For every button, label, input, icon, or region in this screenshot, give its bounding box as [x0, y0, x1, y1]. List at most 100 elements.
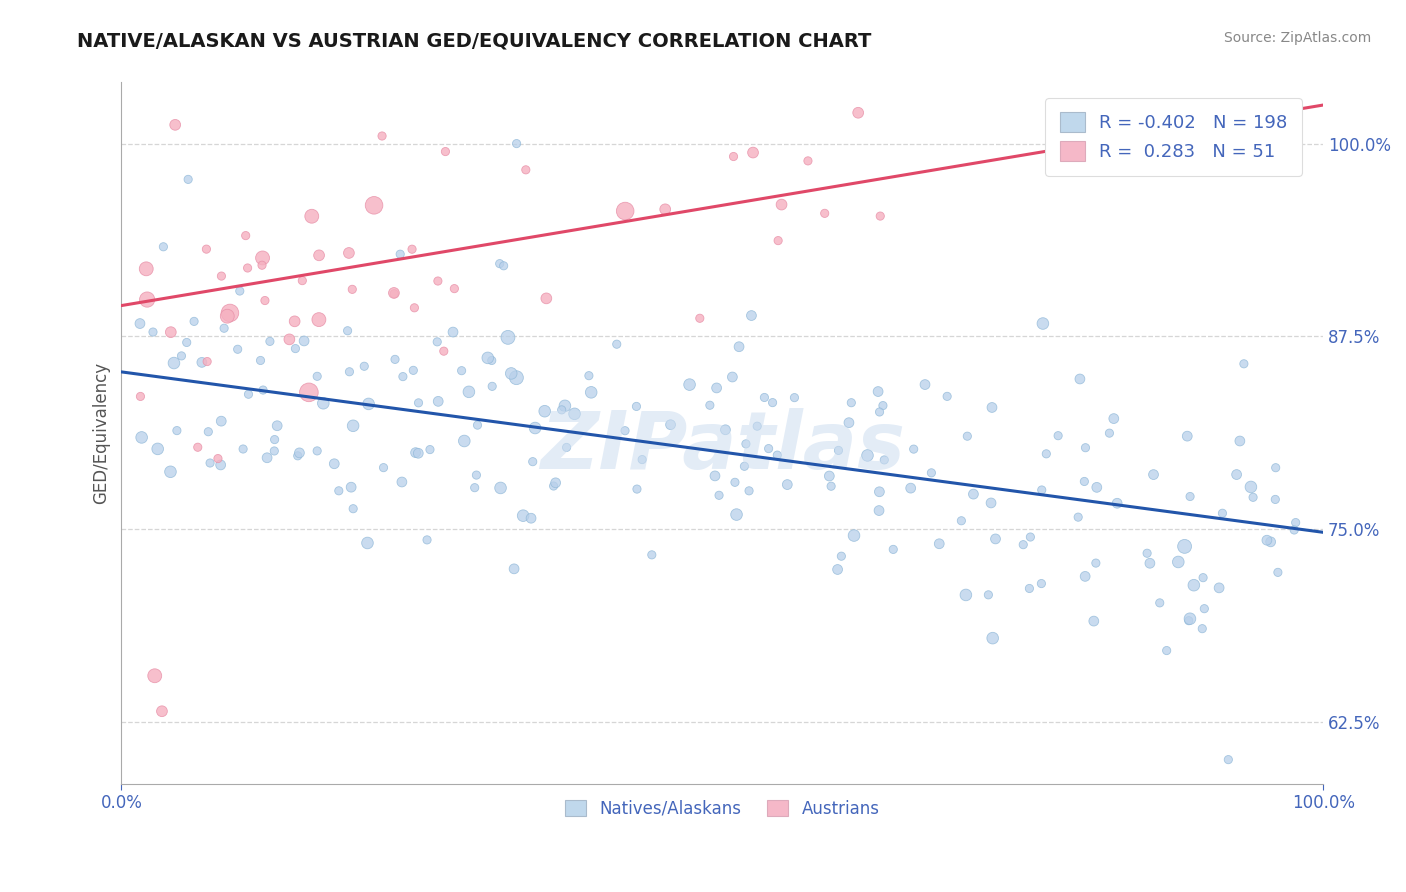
Point: [1192, 571, 1215, 585]
Point: [356, 536, 378, 550]
Point: [464, 481, 486, 495]
Point: [256, 450, 278, 465]
Point: [339, 365, 361, 379]
Point: [501, 367, 523, 381]
Point: [135, 261, 157, 276]
Point: [197, 425, 219, 439]
Text: NATIVE/ALASKAN VS AUSTRIAN GED/EQUIVALENCY CORRELATION CHART: NATIVE/ALASKAN VS AUSTRIAN GED/EQUIVALEN…: [77, 31, 872, 50]
Point: [869, 405, 891, 419]
Point: [827, 443, 849, 458]
Point: [1229, 434, 1251, 448]
Point: [704, 469, 727, 483]
Point: [838, 416, 860, 430]
Point: [1233, 357, 1256, 371]
Point: [770, 197, 793, 211]
Point: [263, 433, 285, 447]
Point: [1175, 429, 1198, 443]
Point: [1167, 555, 1189, 569]
Point: [724, 475, 747, 490]
Point: [707, 488, 730, 502]
Point: [956, 429, 979, 443]
Point: [342, 282, 364, 296]
Point: [654, 202, 676, 217]
Point: [977, 588, 1000, 602]
Point: [236, 260, 259, 275]
Point: [555, 441, 578, 455]
Point: [298, 385, 321, 400]
Point: [159, 465, 181, 479]
Point: [783, 391, 806, 405]
Point: [1174, 540, 1197, 554]
Point: [259, 334, 281, 349]
Point: [129, 389, 152, 403]
Point: [406, 446, 429, 460]
Point: [292, 334, 315, 348]
Point: [1035, 447, 1057, 461]
Point: [761, 395, 783, 409]
Point: [766, 234, 789, 248]
Point: [392, 369, 415, 384]
Point: [984, 532, 1007, 546]
Point: [136, 293, 159, 307]
Point: [1256, 533, 1278, 548]
Point: [307, 444, 329, 458]
Point: [740, 309, 762, 323]
Point: [238, 387, 260, 401]
Point: [443, 282, 465, 296]
Point: [492, 259, 515, 273]
Point: [766, 448, 789, 462]
Point: [1178, 490, 1201, 504]
Point: [284, 314, 307, 328]
Point: [170, 349, 193, 363]
Point: [754, 391, 776, 405]
Point: [1074, 569, 1097, 583]
Point: [606, 337, 628, 351]
Point: [159, 325, 181, 339]
Point: [1098, 426, 1121, 441]
Point: [1074, 441, 1097, 455]
Point: [207, 451, 229, 466]
Point: [152, 240, 174, 254]
Point: [450, 364, 472, 378]
Point: [868, 484, 890, 499]
Point: [869, 209, 891, 223]
Point: [714, 423, 737, 437]
Point: [328, 483, 350, 498]
Point: [477, 351, 499, 365]
Point: [868, 503, 890, 517]
Point: [1047, 428, 1070, 442]
Point: [868, 384, 890, 399]
Point: [1018, 582, 1040, 596]
Point: [337, 246, 360, 260]
Point: [308, 248, 330, 262]
Point: [738, 483, 761, 498]
Point: [1107, 496, 1129, 510]
Point: [433, 344, 456, 359]
Point: [955, 588, 977, 602]
Point: [873, 453, 896, 467]
Text: Source: ZipAtlas.com: Source: ZipAtlas.com: [1223, 31, 1371, 45]
Point: [626, 482, 648, 496]
Point: [872, 399, 894, 413]
Point: [453, 434, 475, 448]
Point: [721, 370, 744, 384]
Point: [342, 501, 364, 516]
Point: [209, 458, 232, 472]
Point: [229, 284, 252, 298]
Point: [505, 136, 527, 151]
Point: [408, 396, 430, 410]
Point: [427, 394, 450, 409]
Point: [512, 508, 534, 523]
Point: [253, 293, 276, 308]
Point: [465, 468, 488, 483]
Point: [564, 407, 586, 421]
Point: [1267, 566, 1289, 580]
Point: [1218, 753, 1240, 767]
Point: [252, 383, 274, 397]
Point: [900, 481, 922, 495]
Point: [371, 128, 394, 143]
Point: [1031, 483, 1053, 497]
Point: [284, 342, 307, 356]
Point: [839, 395, 862, 409]
Point: [882, 542, 904, 557]
